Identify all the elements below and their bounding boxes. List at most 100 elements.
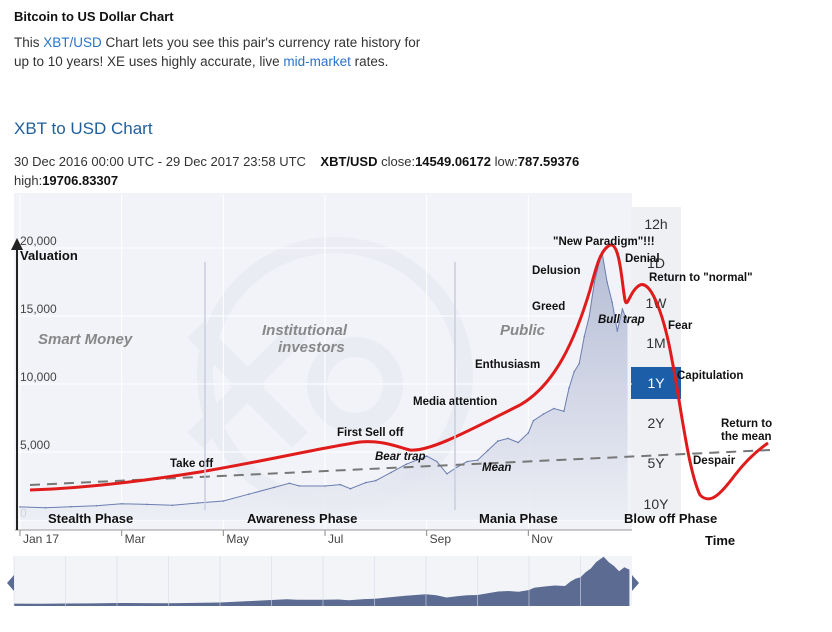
- price-point: [532, 419, 535, 422]
- navigator[interactable]: [13, 556, 630, 606]
- y-tick-label: 10,000: [20, 370, 57, 384]
- y-tick-label: 5,000: [20, 438, 50, 452]
- price-point: [222, 500, 225, 502]
- participant-institutional: Institutional investors: [262, 322, 348, 356]
- y-axis-title: Valuation: [20, 248, 78, 263]
- price-point: [527, 432, 530, 434]
- range-button-10y[interactable]: 10Y: [643, 496, 669, 512]
- stage-bear-trap: Bear trap: [375, 451, 426, 463]
- range-button-1m[interactable]: 1M: [646, 335, 666, 351]
- stage-new-paradigm: "New Paradigm"!!!: [553, 236, 655, 248]
- price-point: [273, 486, 276, 489]
- high-value: 19706.83307: [42, 173, 119, 188]
- price-point: [375, 479, 377, 482]
- phase-blowoff: Blow off Phase: [624, 511, 717, 526]
- x-tick-label: Nov: [531, 532, 552, 546]
- range-button-2y[interactable]: 2Y: [647, 415, 665, 431]
- price-point: [563, 410, 565, 413]
- participant-smart-money: Smart Money: [38, 331, 133, 348]
- stage-first-sell-off: First Sell off: [337, 427, 404, 439]
- x-axis: Jan 17 Mar May Jul Sep Nov: [15, 529, 632, 546]
- stage-bull-trap: Bull trap: [598, 314, 645, 326]
- price-point: [288, 482, 291, 485]
- price-point: [568, 387, 570, 389]
- price-point: [324, 485, 326, 487]
- price-point: [171, 504, 174, 507]
- price-point: [120, 503, 123, 505]
- stage-enthusiasm: Enthusiasm: [475, 359, 540, 371]
- price-point: [578, 362, 580, 365]
- price-point: [44, 507, 47, 509]
- price-line: [19, 251, 628, 509]
- x-tick-label: Jan 17: [23, 532, 59, 546]
- price-point: [390, 471, 392, 474]
- price-point: [339, 483, 342, 486]
- desc-text-1: This: [14, 35, 44, 50]
- price-point: [19, 506, 21, 508]
- navigator-right-handle[interactable]: [632, 575, 639, 591]
- stage-delusion: Delusion: [532, 265, 581, 277]
- range-button-1y[interactable]: 1Y: [631, 367, 681, 399]
- price-point: [425, 455, 428, 457]
- participant-public: Public: [500, 322, 546, 339]
- stage-return-mean: Return to the mean: [721, 418, 772, 443]
- price-point: [446, 473, 448, 475]
- xbt-usd-link[interactable]: XBT/USD: [43, 35, 102, 50]
- price-point: [248, 493, 250, 496]
- x-tick-label: Mar: [125, 532, 146, 546]
- price-point: [476, 459, 479, 462]
- price-point: [364, 481, 367, 484]
- market-cycle-curve: [29, 243, 769, 501]
- range-button-5y[interactable]: 5Y: [647, 455, 665, 471]
- price-point: [542, 413, 545, 415]
- price-point: [197, 502, 199, 504]
- price-point: [611, 301, 613, 304]
- close-value: 14549.06172: [415, 154, 491, 169]
- x-axis-title: Time: [705, 533, 735, 548]
- stage-greed: Greed: [532, 301, 565, 313]
- price-point: [415, 459, 418, 462]
- x-tick-label: Jul: [328, 532, 343, 546]
- price-point: [573, 371, 575, 373]
- phase-awareness: Awareness Phase: [247, 511, 357, 526]
- navigator-area: [14, 556, 630, 606]
- pair-label: XBT/USD: [320, 154, 378, 169]
- price-point: [466, 460, 469, 463]
- price-point: [486, 449, 489, 452]
- stage-capitulation: Capitulation: [677, 370, 743, 382]
- mean-label: Mean: [482, 462, 511, 474]
- mid-market-link[interactable]: mid-market: [283, 54, 351, 69]
- low-label: low:: [494, 154, 518, 169]
- price-point: [298, 485, 301, 487]
- return-mean-line: Return to: [721, 418, 772, 430]
- stage-denial: Denial: [625, 253, 660, 265]
- x-tick-label: May: [226, 532, 249, 546]
- institutional-line: investors: [278, 339, 345, 356]
- close-label: close:: [381, 154, 416, 169]
- price-point: [95, 504, 98, 507]
- date-range: 30 Dec 2016 00:00 UTC - 29 Dec 2017 23:5…: [14, 154, 306, 169]
- chart-description: This XBT/USD Chart lets you see this pai…: [14, 33, 434, 71]
- phase-mania: Mania Phase: [479, 511, 558, 526]
- high-label: high:: [14, 173, 43, 188]
- price-point: [70, 505, 72, 508]
- price-point: [349, 487, 352, 490]
- price-point: [621, 308, 624, 311]
- price-area: [20, 252, 628, 520]
- price-point: [517, 441, 519, 444]
- range-button-1d[interactable]: 1D: [647, 255, 665, 271]
- price-point: [507, 437, 509, 440]
- price-point: [583, 335, 586, 338]
- stage-take-off: Take off: [170, 458, 213, 470]
- low-value: 787.59376: [517, 154, 580, 169]
- range-button-12h[interactable]: 12h: [644, 216, 668, 232]
- page-heading: Bitcoin to US Dollar Chart: [14, 9, 174, 24]
- price-point: [456, 466, 459, 468]
- price-point: [606, 281, 608, 283]
- y-tick-label: 15,000: [20, 302, 57, 316]
- y-tick-label: 20,000: [20, 234, 57, 248]
- price-point: [616, 330, 619, 332]
- navigator-left-handle[interactable]: [7, 575, 14, 591]
